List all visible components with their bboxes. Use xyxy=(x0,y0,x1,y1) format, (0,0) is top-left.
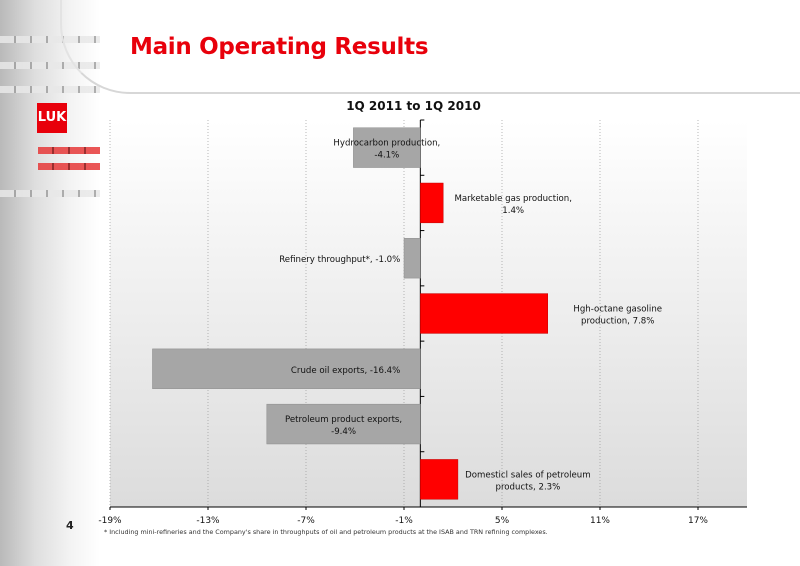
bar xyxy=(353,127,421,168)
bar-label: -4.1% xyxy=(374,151,399,161)
bar xyxy=(420,293,548,334)
bar-label: -9.4% xyxy=(331,427,356,437)
chart-title: 1Q 2011 to 1Q 2010 xyxy=(346,99,481,113)
deco-stripe-red xyxy=(38,163,100,170)
bar xyxy=(266,403,421,445)
bar-label: Marketable gas production, xyxy=(454,194,571,204)
deco-stripe xyxy=(0,190,100,197)
bar xyxy=(403,238,421,279)
deco-stripe xyxy=(0,62,100,69)
bar-label: Crude oil exports, -16.4% xyxy=(291,366,400,376)
bar-label: Hydrocarbon production, xyxy=(333,139,440,149)
logo-text: LUK xyxy=(37,110,67,125)
deco-stripe xyxy=(0,36,100,43)
x-tick-label: -1% xyxy=(395,516,413,526)
bar-label: 1.4% xyxy=(502,206,524,216)
bar xyxy=(152,348,421,389)
x-tick-label: -7% xyxy=(297,516,315,526)
footnote: * Including mini-refineries and the Comp… xyxy=(104,528,548,536)
bar-label: Domesticl sales of petroleum xyxy=(465,470,590,480)
bar-label: Petroleum product exports, xyxy=(285,415,402,425)
bar-label: Refinery throughput*, -1.0% xyxy=(279,255,400,265)
bar xyxy=(420,459,459,500)
bar-label: Hgh-octane gasoline xyxy=(573,305,662,315)
x-tick-label: -19% xyxy=(98,516,122,526)
x-tick-label: -13% xyxy=(196,516,220,526)
bar-label: production, 7.8% xyxy=(581,317,654,327)
x-tick-label: 5% xyxy=(495,516,510,526)
deco-stripe-red xyxy=(38,147,100,154)
bar xyxy=(420,182,444,224)
lukoil-logo: LUK xyxy=(37,103,67,133)
page-title: Main Operating Results xyxy=(130,34,429,60)
page-number: 4 xyxy=(66,519,74,532)
deco-stripe xyxy=(0,86,100,93)
x-tick-label: 11% xyxy=(590,516,610,526)
bar-label: products, 2.3% xyxy=(495,482,560,492)
left-decoration xyxy=(0,0,100,566)
x-tick-label: 17% xyxy=(688,516,708,526)
